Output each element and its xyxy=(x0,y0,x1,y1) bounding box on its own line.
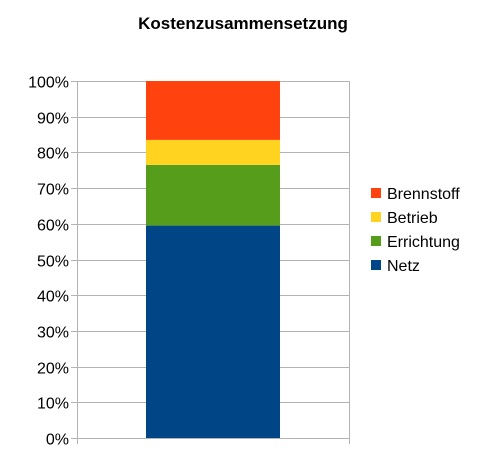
legend-item-errichtung: Errichtung xyxy=(371,234,460,251)
legend-item-netz: Netz xyxy=(371,258,420,275)
legend: Brennstoff Betrieb Errichtung Netz xyxy=(371,186,460,275)
legend-label: Netz xyxy=(387,258,420,275)
y-tick-label: 80% xyxy=(37,146,69,163)
legend-item-betrieb: Betrieb xyxy=(371,210,438,227)
bar-segment-brennstoff xyxy=(146,81,280,140)
bar-segment-errichtung xyxy=(146,164,280,226)
y-tick-label: 100% xyxy=(28,75,69,92)
y-tick-label: 20% xyxy=(37,361,69,378)
y-tick-label: 60% xyxy=(37,218,69,235)
bar-stack xyxy=(146,81,280,438)
y-tick-label: 90% xyxy=(37,111,69,128)
legend-swatch xyxy=(371,188,381,198)
legend-item-brennstoff: Brennstoff xyxy=(371,186,460,203)
y-tick-label: 40% xyxy=(37,289,69,306)
legend-swatch xyxy=(371,260,381,270)
legend-swatch xyxy=(371,236,381,246)
y-tick-label: 10% xyxy=(37,396,69,413)
y-tick-label: 30% xyxy=(37,325,69,342)
legend-swatch xyxy=(371,212,381,222)
axes xyxy=(77,81,350,444)
y-axis-ticks: 0% 10% 20% 30% 40% 50% 60% 70% 80% 90% 100% xyxy=(28,75,77,449)
bar-segment-betrieb xyxy=(146,139,280,165)
legend-label: Betrieb xyxy=(387,210,438,227)
y-tick-label: 50% xyxy=(37,254,69,271)
legend-label: Errichtung xyxy=(387,234,460,251)
bar-segment-netz xyxy=(146,225,280,438)
legend-label: Brennstoff xyxy=(387,186,460,203)
y-tick-label: 0% xyxy=(46,432,69,449)
chart-title: Kostenzusammensetzung xyxy=(138,14,348,33)
y-tick-label: 70% xyxy=(37,182,69,199)
